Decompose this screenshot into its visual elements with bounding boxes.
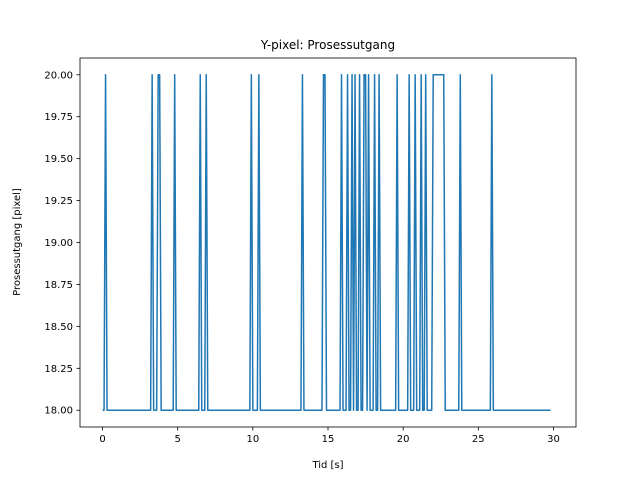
y-axis-label: Prosessutgang [pixel] (12, 188, 23, 296)
x-tick-label: 15 (322, 434, 335, 445)
y-tick-label: 18.00 (44, 406, 73, 417)
y-tick-label: 19.00 (44, 238, 73, 249)
x-tick-label: 25 (472, 434, 485, 445)
y-tick-label: 20.00 (44, 70, 73, 81)
y-tick-label: 19.50 (44, 154, 73, 165)
y-tick-label: 19.25 (44, 196, 73, 207)
y-tick-label: 18.75 (44, 280, 73, 291)
x-tick-label: 30 (547, 434, 560, 445)
chart-title: Y-pixel: Prosessutgang (260, 38, 395, 52)
x-tick-label: 10 (246, 434, 259, 445)
x-tick-label: 0 (99, 434, 105, 445)
x-tick-label: 20 (397, 434, 410, 445)
y-tick-label: 19.75 (44, 112, 73, 123)
x-axis-label: Tid [s] (311, 460, 343, 471)
x-tick-label: 5 (175, 434, 181, 445)
y-tick-label: 18.50 (44, 322, 73, 333)
y-tick-label: 18.25 (44, 364, 73, 375)
plot-area: 0 5 10 15 20 25 30 18.00 18.25 18.50 18.75 19.00 19.… (44, 57, 577, 445)
series-line (102, 74, 551, 411)
